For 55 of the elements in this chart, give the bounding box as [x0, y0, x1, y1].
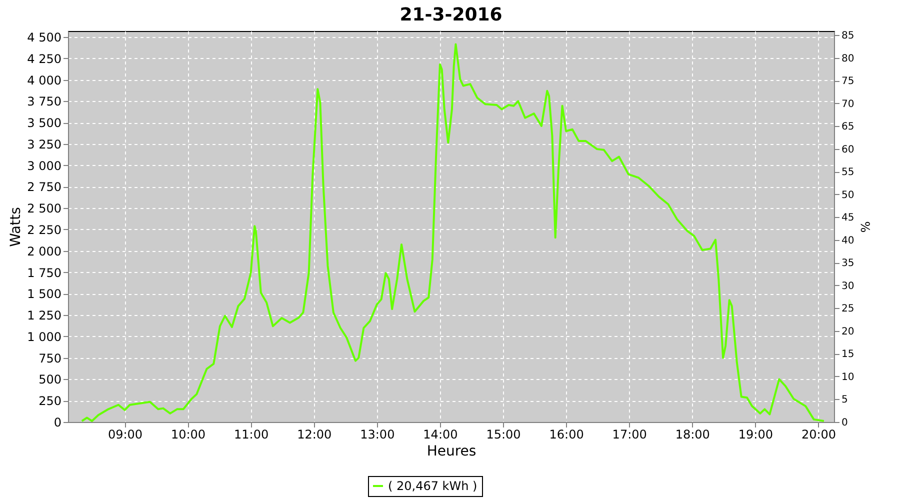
y2-tick-label: 70 — [842, 98, 854, 110]
x-tick-label: 18:00 — [675, 428, 710, 442]
y-tick-label: 2 500 — [27, 202, 62, 216]
x-tick-label: 12:00 — [297, 428, 332, 442]
y-tick-label: 3 500 — [27, 116, 62, 130]
x-tick-label: 19:00 — [738, 428, 773, 442]
y-tick-label: 3 750 — [27, 94, 62, 109]
y2-tick-label: 10 — [842, 372, 854, 383]
x-tick-label: 09:00 — [108, 428, 143, 442]
y-tick-label: 3 000 — [27, 158, 62, 173]
y2-tick-label: 15 — [842, 349, 854, 360]
y-tick-label: 750 — [38, 351, 62, 366]
y-tick-label: 1 250 — [27, 308, 62, 323]
y2-tick-label: 80 — [842, 53, 854, 64]
x-tick-label: 15:00 — [486, 428, 521, 442]
x-tick-label: 14:00 — [423, 428, 458, 442]
y-axis-title: Watts — [8, 207, 24, 247]
y-tick-label: 1 500 — [27, 287, 62, 302]
y2-tick-label: 50 — [842, 190, 854, 201]
y2-tick-label: 85 — [842, 30, 854, 42]
x-axis-title: Heures — [426, 444, 476, 460]
y2-tick-label: 75 — [842, 76, 854, 88]
x-tick-label: 13:00 — [360, 428, 395, 442]
x-tick-label: 17:00 — [612, 428, 647, 442]
chart-title: 21-3-2016 — [400, 4, 502, 26]
y2-tick-label: 35 — [842, 258, 854, 270]
y2-tick-label: 40 — [842, 235, 854, 246]
y2-tick-label: 20 — [842, 326, 854, 338]
y-tick-label: 0 — [54, 416, 62, 430]
y2-tick-label: 25 — [842, 304, 854, 315]
y2-tick-label: 55 — [842, 167, 854, 178]
y-tick-label: 2 750 — [27, 180, 62, 194]
y-tick-label: 1 000 — [27, 330, 62, 344]
y2-tick-label: 0 — [842, 418, 848, 428]
y2-tick-label: 5 — [842, 394, 848, 406]
y2-tick-label: 30 — [842, 280, 854, 292]
y2-tick-label: 65 — [842, 122, 854, 133]
y2-tick-label: 45 — [842, 212, 854, 224]
y-tick-label: 4 250 — [27, 52, 62, 66]
line-series — [80, 43, 825, 422]
y-tick-label: 250 — [38, 394, 62, 408]
y-tick-label: 2 000 — [27, 244, 62, 258]
y-tick-label: 4 000 — [27, 73, 62, 88]
y-tick-label: 500 — [38, 372, 62, 387]
x-tick-label: 20:00 — [801, 428, 836, 442]
x-tick-label: 11:00 — [234, 428, 269, 442]
y-tick-label: 3 250 — [27, 137, 62, 152]
y-tick-label: 4 500 — [27, 30, 62, 44]
x-tick-label: 16:00 — [549, 428, 584, 442]
legend-label: ( 20,467 kWh ) — [388, 479, 478, 493]
y-tick-label: 1 750 — [27, 266, 62, 280]
y2-axis-title: % — [858, 221, 872, 233]
y2-tick-label: 60 — [842, 144, 854, 156]
y-tick-label: 2 250 — [27, 222, 62, 237]
x-tick-label: 10:00 — [170, 428, 206, 442]
